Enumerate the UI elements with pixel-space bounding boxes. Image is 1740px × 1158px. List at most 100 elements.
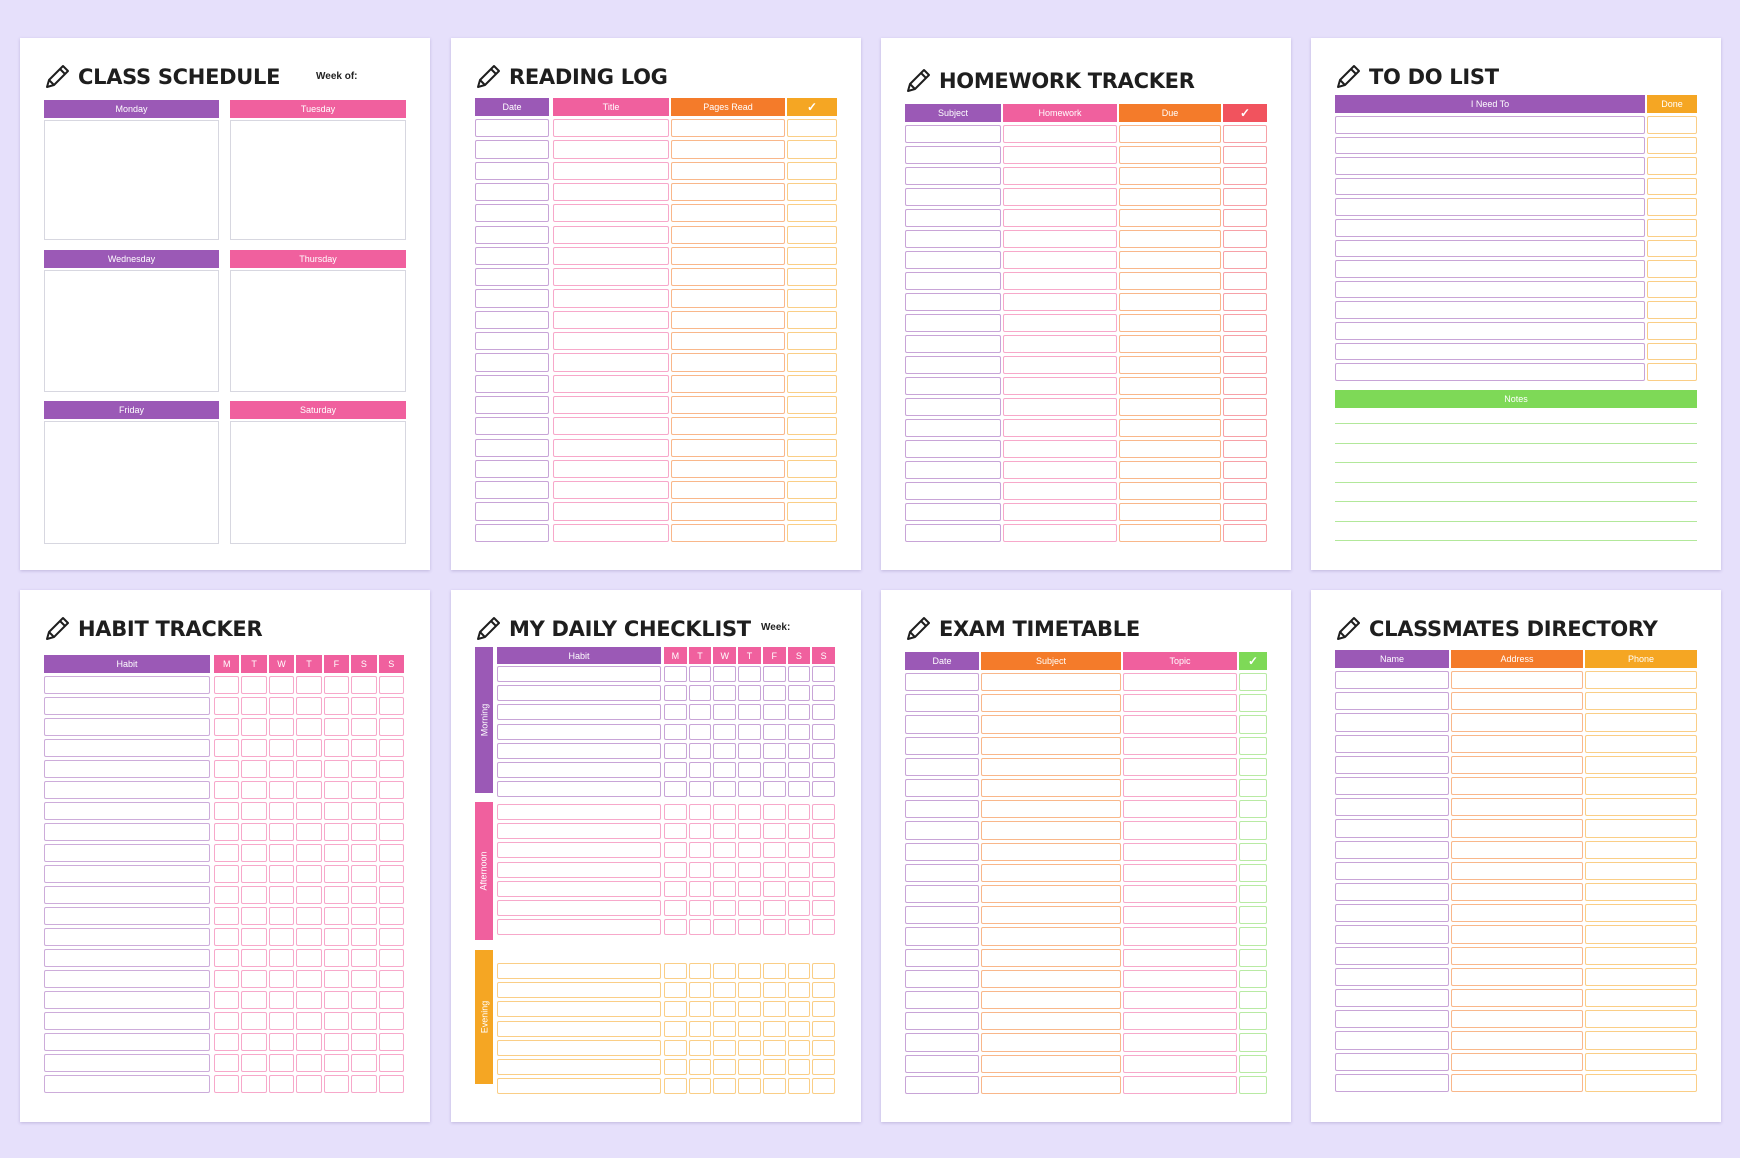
- checklist-habit-cell[interactable]: [497, 742, 661, 759]
- table-cell[interactable]: [475, 353, 549, 372]
- table-cell[interactable]: [671, 459, 785, 479]
- habit-check-cell[interactable]: [323, 781, 350, 799]
- habit-check-cell[interactable]: [323, 970, 350, 988]
- table-cell[interactable]: [787, 310, 837, 329]
- table-cell[interactable]: [1585, 777, 1697, 796]
- checklist-check-cell[interactable]: [738, 781, 761, 798]
- habit-check-cell[interactable]: [351, 865, 377, 883]
- table-cell[interactable]: [553, 289, 669, 308]
- table-cell[interactable]: [905, 948, 979, 967]
- table-cell[interactable]: [1003, 524, 1117, 542]
- habit-check-cell[interactable]: [323, 991, 350, 1009]
- habit-check-cell[interactable]: [351, 970, 377, 988]
- checklist-check-cell[interactable]: [664, 880, 687, 897]
- checklist-check-cell[interactable]: [762, 823, 786, 840]
- table-cell[interactable]: [1585, 671, 1697, 690]
- table-cell[interactable]: [1451, 713, 1583, 732]
- habit-name-cell[interactable]: [44, 991, 210, 1009]
- table-cell[interactable]: [1223, 419, 1267, 437]
- table-cell[interactable]: [905, 461, 1001, 479]
- table-cell[interactable]: [905, 314, 1001, 332]
- habit-check-cell[interactable]: [268, 739, 295, 757]
- table-cell[interactable]: [1119, 167, 1221, 185]
- habit-check-cell[interactable]: [351, 802, 377, 820]
- table-cell[interactable]: [553, 332, 669, 351]
- table-cell[interactable]: [1451, 671, 1583, 690]
- table-cell[interactable]: [1335, 301, 1645, 319]
- checklist-check-cell[interactable]: [664, 1059, 687, 1075]
- table-cell[interactable]: [981, 885, 1121, 904]
- table-cell[interactable]: [1451, 967, 1583, 986]
- day-box-tuesday[interactable]: [230, 120, 406, 240]
- table-cell[interactable]: [1223, 272, 1267, 290]
- checklist-check-cell[interactable]: [664, 804, 687, 820]
- habit-check-cell[interactable]: [296, 1075, 322, 1093]
- table-cell[interactable]: [905, 377, 1001, 395]
- day-box-monday[interactable]: [44, 120, 219, 240]
- checklist-check-cell[interactable]: [738, 982, 761, 999]
- table-cell[interactable]: [1585, 1052, 1697, 1071]
- table-cell[interactable]: [671, 140, 785, 159]
- checklist-check-cell[interactable]: [787, 880, 811, 897]
- habit-check-cell[interactable]: [268, 760, 295, 778]
- table-cell[interactable]: [787, 119, 837, 138]
- table-cell[interactable]: [671, 332, 785, 351]
- checklist-habit-cell[interactable]: [497, 919, 661, 936]
- habit-check-cell[interactable]: [378, 865, 404, 883]
- table-cell[interactable]: [905, 440, 1001, 458]
- table-cell[interactable]: [1003, 230, 1117, 248]
- checklist-check-cell[interactable]: [762, 842, 786, 859]
- table-cell[interactable]: [1223, 398, 1267, 416]
- habit-check-cell[interactable]: [241, 697, 267, 715]
- habit-check-cell[interactable]: [323, 1012, 350, 1030]
- table-cell[interactable]: [981, 715, 1121, 734]
- checklist-check-cell[interactable]: [762, 880, 786, 897]
- table-cell[interactable]: [981, 906, 1121, 925]
- habit-check-cell[interactable]: [296, 739, 322, 757]
- habit-name-cell[interactable]: [44, 1012, 210, 1030]
- table-cell[interactable]: [1239, 842, 1267, 861]
- table-cell[interactable]: [1003, 167, 1117, 185]
- table-cell[interactable]: [905, 736, 979, 755]
- table-cell[interactable]: [1239, 694, 1267, 713]
- habit-check-cell[interactable]: [268, 676, 295, 694]
- checklist-check-cell[interactable]: [812, 982, 835, 999]
- table-cell[interactable]: [1585, 1073, 1697, 1092]
- habit-name-cell[interactable]: [44, 697, 210, 715]
- habit-check-cell[interactable]: [214, 949, 240, 967]
- table-cell[interactable]: [1123, 1075, 1237, 1094]
- table-cell[interactable]: [1647, 239, 1697, 258]
- table-cell[interactable]: [1335, 322, 1645, 340]
- habit-check-cell[interactable]: [296, 970, 322, 988]
- table-cell[interactable]: [905, 800, 979, 819]
- checklist-check-cell[interactable]: [688, 861, 712, 878]
- checklist-check-cell[interactable]: [762, 742, 786, 759]
- checklist-habit-cell[interactable]: [497, 804, 661, 820]
- table-cell[interactable]: [553, 119, 669, 138]
- table-cell[interactable]: [1003, 314, 1117, 332]
- table-cell[interactable]: [905, 757, 979, 776]
- table-cell[interactable]: [905, 863, 979, 882]
- checklist-check-cell[interactable]: [664, 666, 687, 682]
- habit-check-cell[interactable]: [241, 970, 267, 988]
- table-cell[interactable]: [1223, 356, 1267, 374]
- table-cell[interactable]: [1003, 293, 1117, 311]
- table-cell[interactable]: [1123, 673, 1237, 692]
- habit-check-cell[interactable]: [214, 823, 240, 841]
- habit-check-cell[interactable]: [241, 844, 267, 862]
- table-cell[interactable]: [905, 673, 979, 692]
- table-cell[interactable]: [475, 119, 549, 138]
- checklist-check-cell[interactable]: [688, 963, 712, 979]
- table-cell[interactable]: [1335, 692, 1449, 711]
- table-cell[interactable]: [1123, 779, 1237, 798]
- table-cell[interactable]: [1123, 821, 1237, 840]
- table-cell[interactable]: [905, 821, 979, 840]
- habit-check-cell[interactable]: [296, 865, 322, 883]
- table-cell[interactable]: [1585, 798, 1697, 817]
- habit-check-cell[interactable]: [268, 865, 295, 883]
- habit-check-cell[interactable]: [296, 823, 322, 841]
- table-cell[interactable]: [981, 927, 1121, 946]
- checklist-check-cell[interactable]: [713, 742, 737, 759]
- checklist-check-cell[interactable]: [688, 1020, 712, 1037]
- table-cell[interactable]: [1451, 1031, 1583, 1050]
